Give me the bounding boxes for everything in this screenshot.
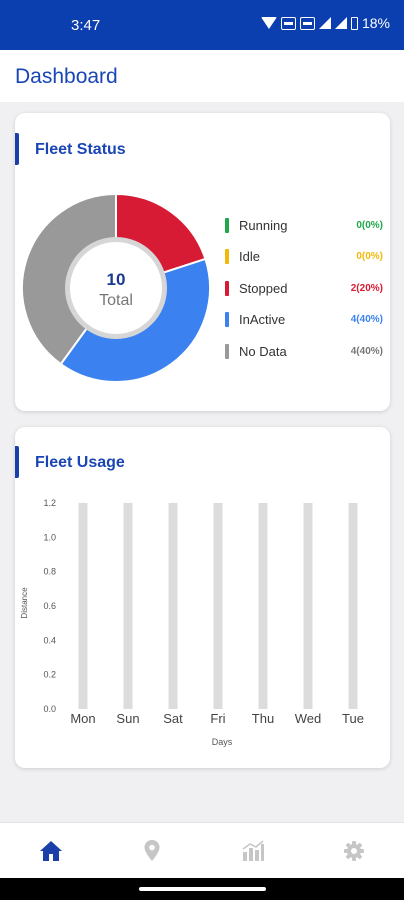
signal-icon-2 [334, 17, 347, 29]
legend-label: Idle [239, 249, 260, 264]
legend-item-idle[interactable]: Idle 0(0%) [223, 248, 383, 266]
legend-item-inactive[interactable]: InActive 4(40%) [223, 311, 383, 329]
fleet-status-donut[interactable]: 10 Total [21, 193, 211, 383]
legend-item-no-data[interactable]: No Data 4(40%) [223, 343, 383, 361]
y-tick-label: 1.2 [43, 498, 56, 508]
gesture-bar [0, 878, 404, 900]
x-tick-label: Wed [295, 711, 322, 726]
card-accent [15, 446, 19, 478]
legend-label: No Data [239, 344, 287, 359]
app-header: Dashboard [0, 50, 404, 102]
status-bar: 3:47 18% [0, 0, 404, 50]
battery-percent: 18% [361, 15, 390, 31]
running-color-icon [225, 218, 229, 233]
location-pin-icon [144, 840, 160, 861]
no-data-color-icon [225, 344, 229, 359]
home-icon [40, 841, 62, 861]
fleet-usage-title: Fleet Usage [35, 454, 125, 471]
inactive-color-icon [225, 312, 229, 327]
bar-sat[interactable] [168, 503, 178, 709]
lte-icon [299, 16, 315, 30]
bar-sun[interactable] [123, 503, 133, 709]
legend-item-running[interactable]: Running 0(0%) [223, 217, 383, 235]
fleet-status-title: Fleet Status [35, 141, 126, 158]
nav-settings[interactable] [341, 839, 367, 863]
bar-tue[interactable] [348, 503, 358, 709]
x-tick-label: Sun [116, 711, 139, 726]
bar-thu[interactable] [258, 503, 268, 709]
donut-total-value: 10 [107, 270, 126, 289]
bottom-nav [0, 822, 404, 878]
legend-label: Stopped [239, 281, 288, 296]
legend-value: 4(40%) [350, 314, 383, 325]
nav-location[interactable] [139, 839, 165, 863]
y-tick-label: 0.2 [43, 670, 56, 680]
settings-gear-icon [344, 841, 364, 861]
legend-label: InActive [239, 312, 286, 327]
battery-icon [350, 16, 358, 30]
status-icons: 18% [260, 15, 390, 31]
y-tick-label: 0.0 [43, 704, 56, 714]
x-tick-label: Fri [210, 711, 225, 726]
x-axis-label: Days [212, 737, 233, 747]
bar-wed[interactable] [303, 503, 313, 709]
page-title: Dashboard [15, 65, 118, 88]
y-tick-label: 0.6 [43, 601, 56, 611]
x-tick-label: Mon [70, 711, 95, 726]
nav-home[interactable] [38, 839, 64, 863]
legend-item-stopped[interactable]: Stopped 2(20%) [223, 280, 383, 298]
stopped-color-icon [225, 281, 229, 296]
donut-hole [70, 242, 162, 334]
idle-color-icon [225, 249, 229, 264]
donut-total-label: Total [99, 292, 133, 309]
chart-icon [242, 840, 264, 861]
nav-reports[interactable] [240, 839, 266, 863]
fleet-status-card[interactable]: Fleet Status 10 Total Running 0(0%) Idle… [15, 113, 390, 411]
x-tick-label: Thu [252, 711, 274, 726]
legend-value: 0(0%) [356, 220, 383, 231]
bar-mon[interactable] [78, 503, 88, 709]
y-tick-label: 0.4 [43, 635, 56, 645]
x-tick-label: Tue [342, 711, 364, 726]
fleet-usage-card[interactable]: Fleet Usage Distance 0.0 0.2 0.4 0.6 0.8 1.0 1… [15, 427, 390, 768]
x-tick-label: Sat [163, 711, 183, 726]
fleet-usage-bar-chart[interactable]: Distance 0.0 0.2 0.4 0.6 0.8 1.0 1.2 Mon Sun Sat… [15, 483, 390, 763]
volte-icon [280, 16, 296, 30]
y-tick-label: 0.8 [43, 567, 56, 577]
legend-value: 2(20%) [350, 283, 383, 294]
y-tick-label: 1.0 [43, 532, 56, 542]
status-time: 3:47 [71, 17, 101, 34]
legend-value: 0(0%) [356, 251, 383, 262]
bar-fri[interactable] [213, 503, 223, 709]
y-axis-label: Distance [20, 587, 29, 619]
wifi-icon [260, 17, 277, 29]
gesture-handle[interactable] [139, 887, 266, 891]
legend-label: Running [239, 218, 288, 233]
card-accent [15, 133, 19, 165]
legend-value: 4(40%) [350, 346, 383, 357]
signal-icon [318, 17, 331, 29]
